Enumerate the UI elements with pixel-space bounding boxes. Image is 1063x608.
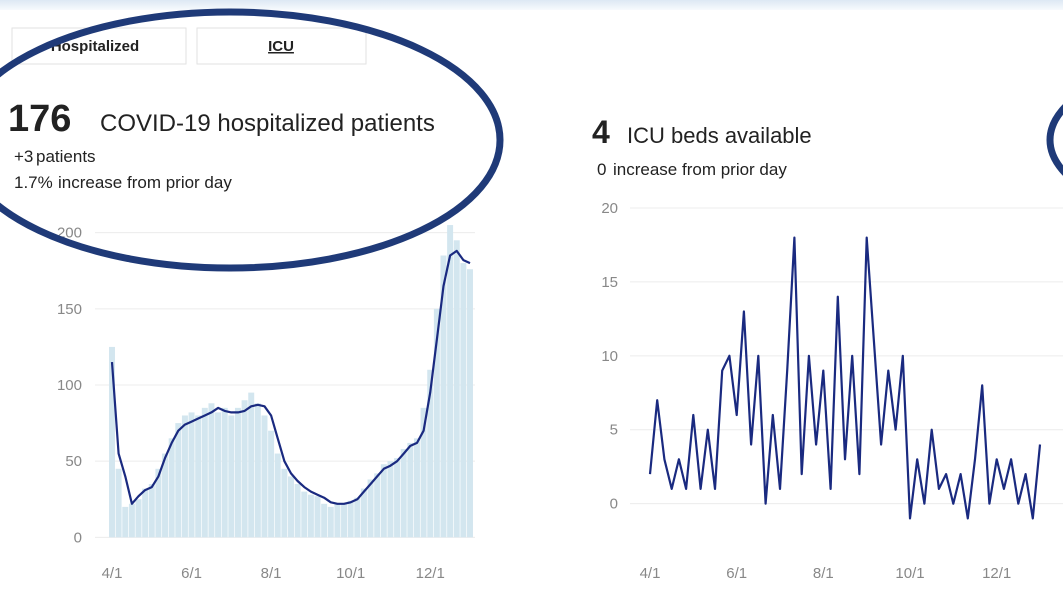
y-tick-label: 0 bbox=[610, 496, 618, 513]
bar bbox=[195, 415, 202, 538]
bar bbox=[221, 407, 228, 538]
x-tick-label: 6/1 bbox=[181, 565, 202, 582]
bar bbox=[347, 500, 354, 538]
bar bbox=[254, 403, 261, 538]
x-tick-label: 12/1 bbox=[982, 565, 1011, 582]
bar bbox=[274, 453, 281, 538]
y-tick-label: 100 bbox=[57, 377, 82, 394]
change-text: increase from prior day bbox=[613, 160, 787, 179]
headline-text: ICU beds available bbox=[627, 123, 812, 148]
bar bbox=[400, 448, 407, 538]
bar bbox=[387, 461, 394, 538]
bar bbox=[155, 468, 162, 538]
y-tick-label: 10 bbox=[601, 348, 618, 365]
bar bbox=[115, 468, 122, 538]
headline-text: COVID-19 hospitalized patients bbox=[100, 110, 435, 137]
x-tick-label: 10/1 bbox=[336, 565, 365, 582]
headline-number: 176 bbox=[8, 98, 71, 140]
top-band bbox=[0, 0, 1063, 10]
bar bbox=[234, 407, 241, 538]
bar bbox=[453, 240, 460, 538]
bar bbox=[314, 496, 321, 538]
bar bbox=[215, 412, 222, 538]
x-tick-label: 4/1 bbox=[102, 565, 123, 582]
tab-label[interactable]: ICU bbox=[268, 38, 294, 55]
bar bbox=[162, 453, 169, 538]
bar bbox=[188, 412, 195, 538]
bar bbox=[460, 263, 467, 538]
percent-number: 1.7% bbox=[14, 173, 53, 192]
bar bbox=[301, 491, 308, 538]
bar bbox=[341, 503, 348, 538]
bar bbox=[360, 488, 367, 538]
bar bbox=[334, 503, 341, 538]
bar bbox=[248, 392, 255, 538]
bar bbox=[268, 430, 275, 538]
tab-label[interactable]: Hospitalized bbox=[51, 38, 139, 55]
bar bbox=[109, 346, 115, 538]
x-tick-label: 8/1 bbox=[261, 565, 282, 582]
bar bbox=[367, 479, 374, 538]
bar bbox=[181, 415, 188, 538]
bar bbox=[122, 506, 129, 538]
bar bbox=[374, 473, 381, 538]
bar bbox=[241, 400, 248, 538]
bar bbox=[327, 506, 334, 538]
x-tick-label: 8/1 bbox=[813, 565, 834, 582]
bar bbox=[427, 369, 434, 538]
bar bbox=[148, 484, 155, 538]
x-tick-label: 6/1 bbox=[726, 565, 747, 582]
bar bbox=[433, 308, 440, 538]
headline-number: 4 bbox=[592, 114, 610, 150]
bar bbox=[294, 484, 301, 538]
y-tick-label: 0 bbox=[74, 529, 82, 546]
change-number: +3 bbox=[14, 147, 33, 166]
highlight-ellipse bbox=[1046, 104, 1063, 176]
x-tick-label: 10/1 bbox=[895, 565, 924, 582]
change-text: patients bbox=[36, 147, 96, 166]
bar bbox=[447, 225, 454, 538]
highlight-ellipse bbox=[0, 8, 504, 272]
tab-icu[interactable] bbox=[196, 27, 367, 65]
x-tick-label: 4/1 bbox=[640, 565, 661, 582]
bar bbox=[135, 499, 142, 538]
bar bbox=[261, 415, 268, 538]
bar bbox=[321, 503, 328, 538]
line bbox=[648, 236, 1042, 520]
bar bbox=[407, 442, 414, 538]
x-tick-label: 12/1 bbox=[416, 565, 445, 582]
change-number: 0 bbox=[597, 160, 606, 179]
y-tick-label: 20 bbox=[601, 200, 618, 217]
y-tick-label: 150 bbox=[57, 301, 82, 318]
percent-text: increase from prior day bbox=[58, 173, 232, 192]
bar bbox=[201, 407, 208, 538]
bar bbox=[467, 269, 473, 538]
bar bbox=[142, 488, 149, 538]
bar bbox=[354, 497, 361, 538]
bar bbox=[420, 407, 427, 538]
y-tick-label: 15 bbox=[601, 274, 618, 291]
bar bbox=[413, 438, 420, 538]
bar bbox=[281, 468, 288, 538]
bar bbox=[228, 415, 235, 538]
bar bbox=[307, 494, 314, 538]
bar bbox=[394, 458, 401, 538]
bar bbox=[440, 255, 447, 538]
bar bbox=[128, 503, 135, 538]
y-tick-label: 50 bbox=[65, 453, 82, 470]
bar bbox=[168, 438, 175, 538]
bar bbox=[380, 464, 387, 538]
y-tick-label: 5 bbox=[610, 422, 618, 439]
line bbox=[110, 249, 471, 505]
bar bbox=[175, 423, 182, 538]
bar bbox=[288, 476, 294, 538]
bar bbox=[208, 403, 215, 538]
